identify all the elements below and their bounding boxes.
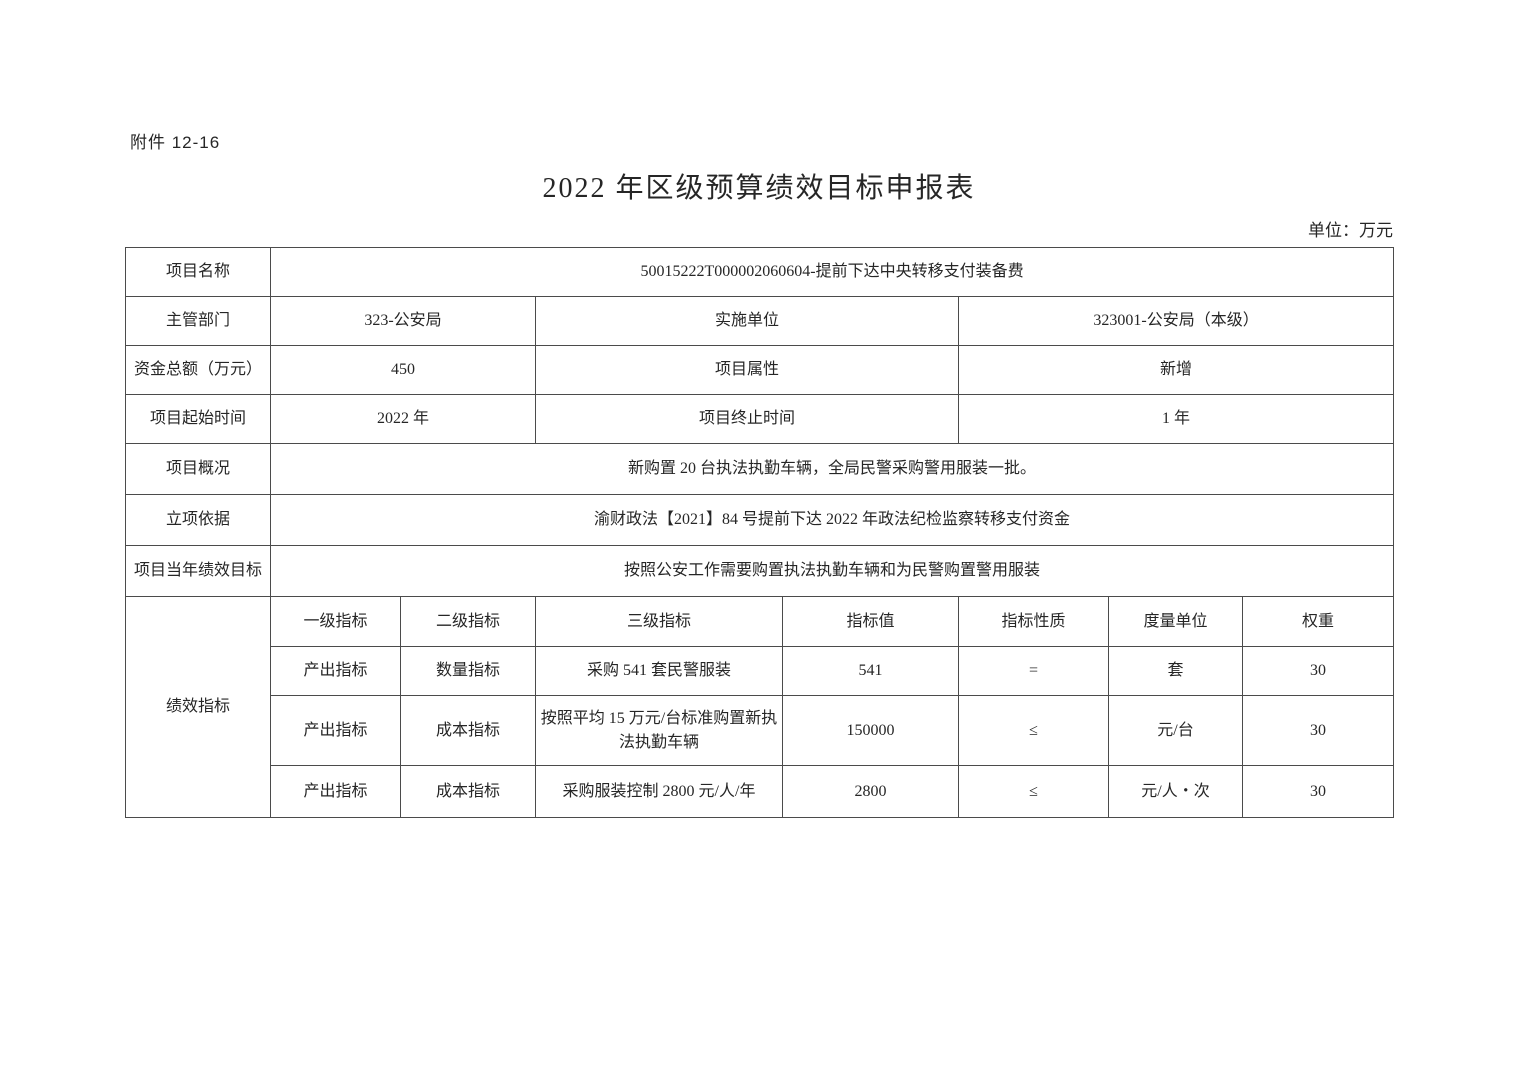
attribute-label: 项目属性 xyxy=(535,345,959,395)
indicator-value: 150000 xyxy=(782,695,959,766)
basis-label: 立项依据 xyxy=(125,494,271,546)
indicator-weight: 30 xyxy=(1241,765,1395,818)
indicator-weight: 30 xyxy=(1241,646,1395,696)
project-name-value: 50015222T000002060604-提前下达中央转移支付装备费 xyxy=(269,247,1395,297)
basis-value: 渝财政法【2021】84 号提前下达 2022 年政法纪检监察转移支付资金 xyxy=(269,494,1395,546)
overview-value: 新购置 20 台执法执勤车辆，全局民警采购警用服装一批。 xyxy=(269,443,1395,495)
indicator-level2: 成本指标 xyxy=(400,695,536,766)
attachment-label: 附件 12-16 xyxy=(130,133,221,152)
dept-value: 323-公安局 xyxy=(270,296,536,346)
indicator-weight: 30 xyxy=(1241,695,1395,766)
indicator-nature: ≤ xyxy=(958,695,1109,766)
total-fund-value: 450 xyxy=(270,345,536,395)
indicator-unit: 套 xyxy=(1108,646,1243,696)
indicator-row: 产出指标 成本指标 按照平均 15 万元/台标准购置新执法执勤车辆 150000… xyxy=(126,695,1395,766)
overview-label: 项目概况 xyxy=(125,443,271,495)
dept-label: 主管部门 xyxy=(125,296,271,346)
row-overview: 项目概况 新购置 20 台执法执勤车辆，全局民警采购警用服装一批。 xyxy=(125,443,1395,495)
header-level2: 二级指标 xyxy=(400,596,536,647)
annual-target-label: 项目当年绩效目标 xyxy=(125,545,271,597)
attribute-value: 新增 xyxy=(957,345,1395,395)
project-name-label: 项目名称 xyxy=(125,247,271,297)
row-project-name: 项目名称 50015222T000002060604-提前下达中央转移支付装备费 xyxy=(125,247,1395,297)
indicator-nature: = xyxy=(958,646,1109,696)
indicator-level2: 数量指标 xyxy=(400,646,536,696)
indicator-header-row: 绩效指标 一级指标 二级指标 三级指标 指标值 指标性质 度量单位 权重 xyxy=(125,596,1395,818)
header-level3: 三级指标 xyxy=(535,596,783,647)
end-time-label: 项目终止时间 xyxy=(535,394,959,444)
indicator-level2: 成本指标 xyxy=(400,765,536,818)
impl-unit-value: 323001-公安局（本级） xyxy=(957,296,1395,346)
header-nature: 指标性质 xyxy=(958,596,1109,647)
row-dept: 主管部门 323-公安局 实施单位 323001-公安局（本级） xyxy=(125,296,1395,346)
header-level1: 一级指标 xyxy=(270,596,401,647)
header-weight: 权重 xyxy=(1241,596,1395,647)
impl-unit-label: 实施单位 xyxy=(535,296,959,346)
header-value: 指标值 xyxy=(782,596,959,647)
row-annual-target: 项目当年绩效目标 按照公安工作需要购置执法执勤车辆和为民警购置警用服装 xyxy=(125,545,1395,597)
budget-performance-table: 项目名称 50015222T000002060604-提前下达中央转移支付装备费… xyxy=(125,247,1395,818)
indicator-level3: 采购 541 套民警服装 xyxy=(535,646,783,696)
indicator-level1: 产出指标 xyxy=(270,765,401,818)
row-basis: 立项依据 渝财政法【2021】84 号提前下达 2022 年政法纪检监察转移支付… xyxy=(125,494,1395,546)
unit-note: 单位：万元 xyxy=(1308,221,1393,240)
indicator-level3: 按照平均 15 万元/台标准购置新执法执勤车辆 xyxy=(535,695,783,766)
indicators-section-label: 绩效指标 xyxy=(125,596,271,818)
indicator-value: 2800 xyxy=(782,765,959,818)
end-time-value: 1 年 xyxy=(957,394,1395,444)
page-title: 2022 年区级预算绩效目标申报表 xyxy=(542,173,976,204)
indicator-level1: 产出指标 xyxy=(270,646,401,696)
indicator-value: 541 xyxy=(782,646,959,696)
total-fund-label: 资金总额（万元） xyxy=(125,345,271,395)
indicator-nature: ≤ xyxy=(958,765,1109,818)
start-time-label: 项目起始时间 xyxy=(125,394,271,444)
annual-target-value: 按照公安工作需要购置执法执勤车辆和为民警购置警用服装 xyxy=(269,545,1395,597)
indicator-row: 产出指标 成本指标 采购服装控制 2800 元/人/年 2800 ≤ 元/人・次… xyxy=(126,765,1395,818)
indicator-unit: 元/台 xyxy=(1108,695,1243,766)
indicator-row: 产出指标 数量指标 采购 541 套民警服装 541 = 套 30 xyxy=(126,646,1395,696)
start-time-value: 2022 年 xyxy=(270,394,536,444)
header-unit: 度量单位 xyxy=(1108,596,1243,647)
row-time: 项目起始时间 2022 年 项目终止时间 1 年 xyxy=(125,394,1395,444)
indicator-level3: 采购服装控制 2800 元/人/年 xyxy=(535,765,783,818)
indicator-level1: 产出指标 xyxy=(270,695,401,766)
indicator-unit: 元/人・次 xyxy=(1108,765,1243,818)
row-total-fund: 资金总额（万元） 450 项目属性 新增 xyxy=(125,345,1395,395)
